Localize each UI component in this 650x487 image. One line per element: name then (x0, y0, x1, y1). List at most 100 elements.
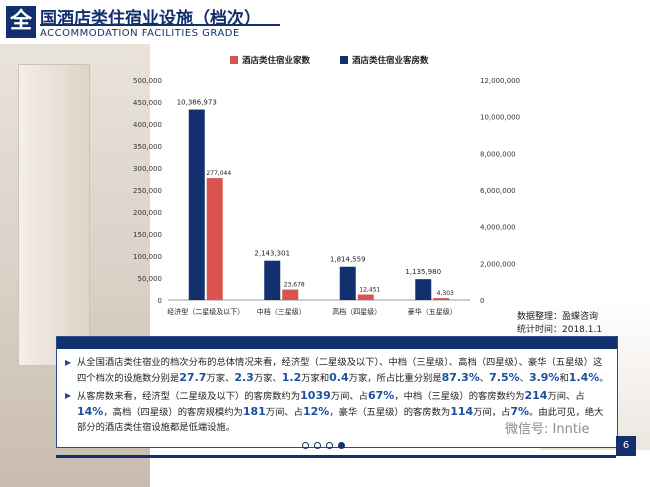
y-right-tick-label: 8,000,000 (480, 150, 516, 158)
y-left-tick-label: 350,000 (133, 143, 162, 151)
bar-rooms (339, 266, 356, 300)
summary-bullet: ▶ 从全国酒店类住宿业的档次分布的总体情况来看，经济型（二星级及以下）、中档（三星… (65, 355, 610, 386)
bullet-text: 、 (519, 373, 529, 384)
source-line: 数据整理：盈蝶咨询 (517, 312, 599, 322)
bar-hotels (433, 298, 450, 300)
x-category-label: 经济型（二星级及以下） (167, 307, 244, 316)
highlight-figure: 114 (450, 405, 474, 418)
highlight-figure: 1.4% (568, 371, 600, 384)
data-label-rooms: 10,386,973 (177, 99, 217, 107)
y-right-tick-label: 4,000,000 (480, 224, 516, 232)
bullet-text: 万间、占 (547, 391, 585, 402)
y-left-tick-label: 450,000 (133, 99, 162, 107)
data-label-hotels: 277,044 (206, 170, 231, 177)
y-right-tick-label: 10,000,000 (480, 114, 520, 122)
pager-dot[interactable] (326, 442, 333, 449)
y-right-tick-label: 12,000,000 (480, 77, 520, 85)
bar-rooms (188, 109, 205, 300)
highlight-figure: 7.5% (489, 371, 520, 384)
bullet-text: 。 (599, 373, 609, 384)
highlight-figure: 27.7 (179, 371, 207, 384)
y-right-tick-label: 0 (480, 297, 484, 305)
bullet-text: 从客房数来看，经济型（二星级及以下）的客房数约为 (77, 391, 301, 402)
summary-panel-header (57, 337, 617, 349)
legend-label: 酒店类住宿业客房数 (352, 55, 429, 66)
data-label-hotels: 23,678 (284, 282, 305, 289)
bullet-text: 万家，所占比重分别是 (348, 373, 442, 384)
highlight-figure: 1.2 (281, 371, 302, 384)
bar-hotels (357, 294, 374, 300)
page-number: 6 (616, 436, 636, 456)
data-source-note: 数据整理：盈蝶咨询 统计时间：2018.1.1 (517, 311, 602, 337)
wechat-watermark: 微信号: Inntie (505, 422, 590, 437)
title-badge: 全 (6, 6, 36, 38)
summary-bullets: ▶ 从全国酒店类住宿业的档次分布的总体情况来看，经济型（二星级及以下）、中档（三星… (65, 355, 610, 437)
bar-rooms (264, 260, 281, 300)
bullet-text: 万间、占 (265, 407, 303, 418)
building-tower (18, 64, 90, 366)
y-right-tick-label: 6,000,000 (480, 187, 516, 195)
bullet-text: 万家和 (301, 373, 330, 384)
bullet-text: 从全国酒店类住宿业的档次分布的总体情况来看，经济型（二星级及以下）、中档（三星级… (77, 357, 603, 384)
data-label-rooms: 1,814,559 (330, 256, 366, 264)
highlight-figure: 12% (302, 405, 330, 418)
highlight-figure: 181 (242, 405, 266, 418)
bar-rooms (415, 279, 432, 300)
y-left-tick-label: 250,000 (133, 187, 162, 195)
title-underline (40, 24, 280, 26)
legend-swatch (340, 56, 348, 64)
bullet-marker-icon: ▶ (65, 358, 72, 367)
bullet-marker-icon: ▶ (65, 391, 72, 400)
slide-pager (302, 442, 345, 449)
stat-time-line: 统计时间：2018.1.1 (517, 325, 603, 335)
summary-bullet: ▶ 从客房数来看，经济型（二星级及以下）的客房数约为1039万间、占67%，中档（… (65, 388, 610, 435)
y-left-tick-label: 200,000 (133, 209, 162, 217)
data-label-hotels: 12,451 (359, 287, 380, 294)
y-right-tick-label: 2,000,000 (480, 260, 516, 268)
y-left-tick-label: 300,000 (133, 165, 162, 173)
summary-panel: ▶ 从全国酒店类住宿业的档次分布的总体情况来看，经济型（二星级及以下）、中档（三星… (56, 336, 618, 448)
data-label-hotels: 4,303 (437, 290, 454, 297)
pager-dot[interactable] (302, 442, 309, 449)
bullet-text: ，豪华（五星级）的客房数为 (329, 407, 451, 418)
legend-label: 酒店类住宿业家数 (242, 55, 311, 66)
bullet-text: 万家、 (253, 373, 282, 384)
title-bar: 全 国酒店类住宿业设施（档次） ACCOMMODATION FACILITIES… (0, 0, 650, 44)
page-subtitle-english: ACCOMMODATION FACILITIES GRADE (40, 28, 240, 39)
bullet-text: 。由此可见，绝大部分的酒店类住宿设施都是低端设施。 (77, 407, 604, 433)
bullet-text: 万间、占 (330, 391, 368, 402)
y-left-tick-label: 50,000 (138, 275, 163, 283)
highlight-figure: 67% (367, 389, 395, 402)
bar-chart: 0 50,000 100,000 150,000 200,000 250,000 300,0… (133, 55, 520, 316)
bullet-text: 万家、 (206, 373, 235, 384)
pager-dot[interactable] (314, 442, 321, 449)
data-label-rooms: 2,143,301 (254, 250, 290, 258)
highlight-figure: 7% (510, 405, 530, 418)
y-left-tick-label: 100,000 (133, 253, 162, 261)
x-category-label: 中档（三星级） (257, 307, 306, 316)
bullet-text: ，中档（三星级）的客房数约为 (394, 391, 525, 402)
highlight-figure: 2.3 (234, 371, 254, 384)
x-category-label: 高档（四星级） (332, 307, 381, 316)
highlight-figure: 14% (77, 405, 104, 418)
y-left-tick-label: 400,000 (133, 121, 162, 129)
bar-hotels (282, 289, 299, 300)
y-left-tick-label: 500,000 (133, 77, 162, 85)
legend-swatch (230, 56, 238, 64)
y-left-tick-label: 150,000 (133, 231, 162, 239)
highlight-figure: 0.4 (329, 371, 349, 384)
x-category-label: 豪华（五星级） (408, 307, 457, 316)
data-label-rooms: 1,135,980 (405, 268, 441, 276)
bullet-text: ，高档（四星级）的客房规模约为 (103, 407, 243, 418)
bullet-text: 、 (479, 373, 490, 384)
bottom-rule (56, 455, 616, 458)
bar-hotels (206, 178, 223, 300)
highlight-figure: 87.3% (441, 371, 480, 384)
highlight-figure: 1039 (300, 389, 331, 402)
pager-dot[interactable] (338, 442, 345, 449)
y-left-tick-label: 0 (158, 297, 162, 305)
bullet-text: 和 (559, 373, 569, 384)
highlight-figure: 214 (524, 389, 548, 402)
bullet-text: 万间，占 (473, 407, 511, 418)
highlight-figure: 3.9% (528, 371, 560, 384)
